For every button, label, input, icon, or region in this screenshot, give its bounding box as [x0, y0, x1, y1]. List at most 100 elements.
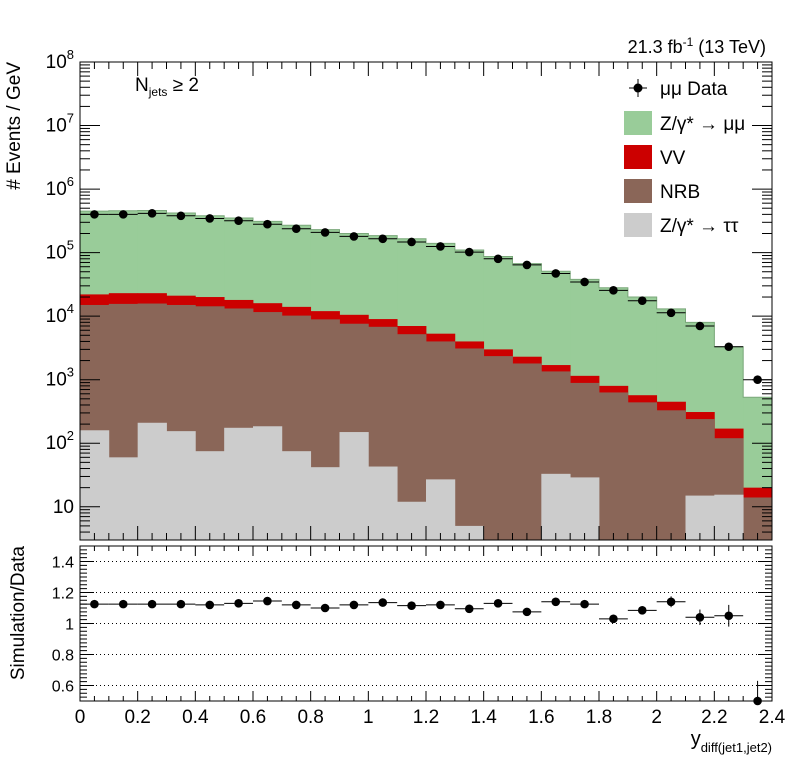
bar-ztt-9: [339, 432, 369, 540]
bar-ztt-21: [685, 495, 715, 540]
legend-entry-zmm: Z/γ* → μμ: [624, 111, 745, 135]
ratio-point-0: [90, 599, 99, 609]
ratio-x-ticks: [79, 546, 773, 701]
data-point-12: [436, 242, 445, 251]
data-point-8: [320, 228, 330, 237]
data-point-1: [118, 210, 128, 219]
ratio-ytick-label-1: 0.8: [52, 648, 74, 665]
main-ytick-label-0: 10: [53, 497, 74, 518]
ratio-xtick-label-4: 0.8: [297, 707, 323, 728]
data-point-20: [666, 308, 676, 318]
bar-ztt-2: [137, 422, 167, 540]
data-point-17: [580, 277, 589, 287]
main-ytick-label-1: 102: [46, 428, 74, 454]
ratio-xtick-label-0: 0: [75, 707, 86, 728]
data-point-10: [378, 234, 388, 244]
main-y-axis-label: # Events / GeV: [4, 62, 25, 190]
x-axis-label: ydiff(jet1,jet2): [691, 728, 772, 755]
data-point-14: [493, 254, 503, 264]
bar-ztt-4: [195, 451, 225, 540]
data-point-15: [522, 260, 532, 270]
ratio-xtick-label-2: 0.4: [182, 707, 209, 728]
ratio-point-19: [637, 606, 647, 615]
ratio-point-2: [147, 599, 157, 609]
ratio-point-14: [493, 599, 503, 608]
ratio-point-5: [234, 599, 243, 608]
ratio-xtick-label-6: 1.2: [413, 707, 439, 728]
data-point-18: [609, 286, 618, 295]
legend-label-data: μμ Data: [660, 79, 728, 100]
ratio-point-22: [724, 611, 734, 621]
data-point-19: [637, 296, 647, 306]
ratio-point-21: [695, 613, 705, 622]
data-point-16: [551, 269, 561, 278]
ratio-xtick-label-5: 1: [363, 707, 374, 728]
ratio-ytick-label-3: 1.2: [52, 586, 74, 603]
ratio-y-ticks: [80, 545, 772, 702]
bar-ztt-3: [166, 431, 196, 540]
ratio-gridlines: [80, 561, 772, 686]
main-ytick-label-6: 107: [46, 111, 74, 137]
main-ytick-label-4: 105: [46, 238, 74, 264]
ratio-point-4: [205, 600, 215, 610]
bar-ztt-6: [253, 426, 283, 540]
legend-label-ztt: Z/γ* → ττ: [660, 216, 739, 237]
ratio-point-13: [464, 604, 474, 614]
bar-ztt-10: [368, 466, 398, 540]
data-point-21: [695, 321, 705, 331]
ratio-point-9: [349, 600, 359, 610]
luminosity-label: 21.3 fb-1 (13 TeV): [628, 35, 766, 57]
ratio-xtick-label-1: 0.2: [124, 707, 150, 728]
bar-nrb-13: [454, 348, 485, 540]
bar-ztt-8: [310, 467, 340, 540]
ratio-points: [80, 596, 772, 706]
main-x-ticks: [79, 62, 773, 540]
jets-annotation: Njets ≥ 2: [135, 75, 199, 99]
ratio-xtick-label-8: 1.6: [528, 707, 554, 728]
bar-nrb-23: [743, 497, 773, 540]
ratio-y-tick-labels: 0.6 0.8 1 1.2 1.4: [52, 555, 74, 696]
ratio-xtick-label-7: 1.4: [470, 707, 497, 728]
ratio-panel: 0 0.2 0.4 0.6 0.8 1 1.2 1.4 1.6 1.8 2 2.2 2.4 0.6 0.8…: [8, 545, 786, 755]
data-point-9: [349, 232, 359, 241]
bar-ztt-0: [80, 430, 110, 540]
main-y-tick-labels: 10 102 103 104 105 106 107 108: [46, 47, 74, 518]
ratio-point-3: [176, 599, 186, 609]
ratio-xtick-label-10: 2: [651, 707, 662, 728]
ratio-point-17: [580, 599, 589, 609]
bar-nrb-18: [599, 392, 629, 540]
ratio-point-20: [666, 597, 676, 607]
ratio-point-1: [118, 599, 128, 609]
legend-label-vv: VV: [660, 148, 686, 169]
ratio-xtick-label-12: 2.4: [759, 707, 786, 728]
legend-entry-ztt: Z/γ* → ττ: [624, 213, 739, 237]
legend-entry-nrb: NRB: [624, 179, 700, 203]
ratio-point-6: [263, 596, 272, 606]
data-point-0: [90, 210, 99, 219]
ratio-point-10: [378, 598, 388, 607]
bar-nrb-19: [627, 402, 658, 540]
data-points: [80, 209, 772, 384]
legend-label-nrb: NRB: [660, 182, 700, 203]
bar-nrb-20: [656, 410, 686, 540]
main-y-ticks: [80, 61, 772, 541]
data-point-6: [263, 219, 272, 229]
bar-ztt-5: [224, 427, 254, 540]
data-point-7: [291, 224, 301, 233]
data-point-4: [205, 214, 215, 223]
data-point-3: [176, 211, 186, 221]
ratio-ytick-label-0: 0.6: [52, 679, 74, 696]
bar-nrb-14: [483, 356, 513, 540]
main-ytick-label-2: 103: [46, 365, 74, 391]
ratio-ytick-label-4: 1.4: [52, 555, 74, 572]
ratio-point-12: [436, 600, 445, 610]
data-point-11: [407, 237, 416, 247]
main-ytick-label-7: 108: [46, 47, 74, 73]
bar-ztt-1: [108, 457, 139, 540]
bar-ztt-16: [541, 473, 571, 540]
data-point-22: [724, 342, 734, 352]
ratio-ytick-label-2: 1: [65, 617, 74, 634]
ratio-x-tick-labels: 0 0.2 0.4 0.6 0.8 1 1.2 1.4 1.6 1.8 2 2.2 2.4: [75, 707, 786, 728]
legend-entry-data: μμ Data: [629, 79, 728, 100]
